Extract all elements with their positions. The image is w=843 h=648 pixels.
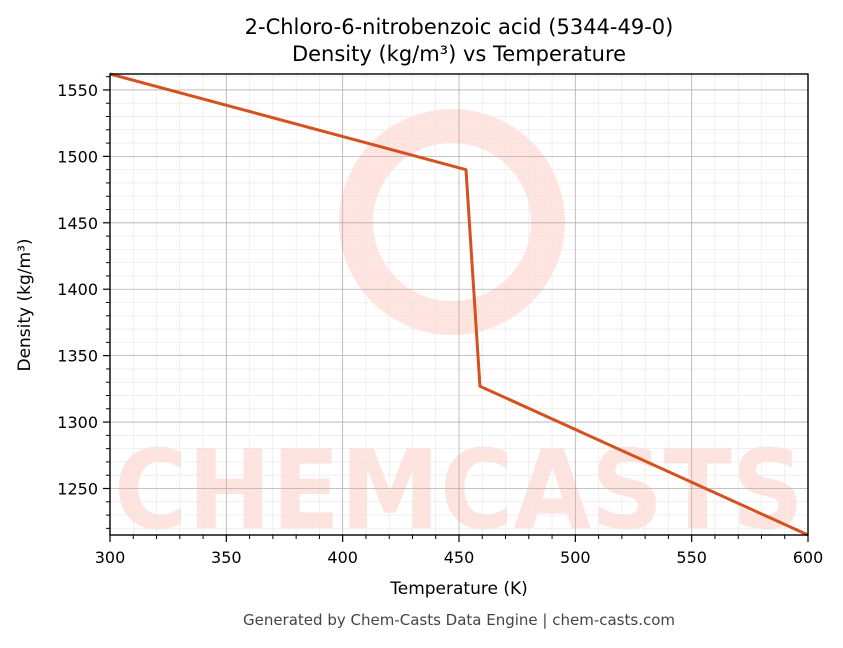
y-tick-label: 1250 (57, 480, 98, 499)
x-tick-label: 550 (676, 548, 707, 567)
y-tick-label: 1350 (57, 347, 98, 366)
x-axis-label: Temperature (K) (389, 579, 528, 599)
x-tick-label: 450 (444, 548, 475, 567)
y-axis-label: Density (kg/m³) (15, 238, 35, 371)
y-tick-label: 1550 (57, 81, 98, 100)
y-tick-label: 1450 (57, 214, 98, 233)
x-tick-label: 500 (560, 548, 591, 567)
x-tick-label: 350 (211, 548, 242, 567)
footer-credit: Generated by Chem-Casts Data Engine | ch… (243, 611, 675, 629)
y-axis-ticks: 1250 1300 1350 1400 1450 1500 1550 (57, 77, 110, 529)
y-tick-label: 1500 (57, 147, 98, 166)
x-tick-label: 600 (793, 548, 824, 567)
chart-title: 2-Chloro-6-nitrobenzoic acid (5344-49-0) (245, 15, 674, 39)
x-tick-label: 400 (327, 548, 358, 567)
chart-subtitle: Density (kg/m³) vs Temperature (292, 42, 626, 66)
y-tick-label: 1400 (57, 280, 98, 299)
x-tick-label: 300 (95, 548, 126, 567)
y-tick-label: 1300 (57, 413, 98, 432)
